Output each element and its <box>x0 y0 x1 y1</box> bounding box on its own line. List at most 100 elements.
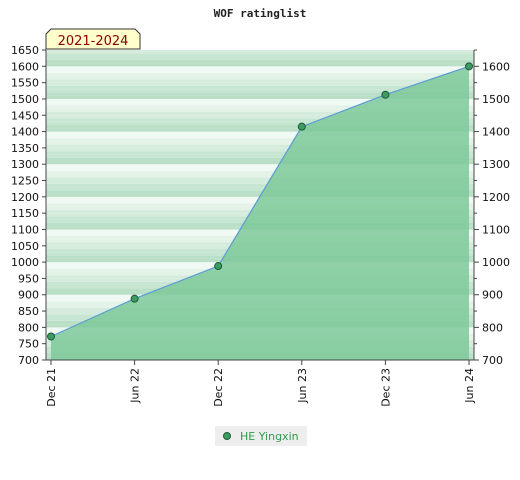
background-band <box>46 164 474 168</box>
background-band <box>46 69 474 73</box>
background-band <box>46 82 474 86</box>
background-band <box>46 131 474 135</box>
right-tick-label: 1000 <box>482 256 510 269</box>
background-band <box>46 50 474 54</box>
background-band <box>46 187 474 191</box>
background-band <box>46 66 474 70</box>
left-tick-label: 1400 <box>11 126 39 139</box>
background-band <box>46 115 474 119</box>
left-tick-label: 1200 <box>11 191 39 204</box>
background-band <box>46 138 474 142</box>
background-band <box>46 102 474 106</box>
background-band <box>46 59 474 64</box>
period-label: 2021-2024 <box>58 34 129 49</box>
background-band <box>46 174 474 178</box>
left-tick-label: 1500 <box>11 93 39 106</box>
period-label-box: 2021-2024 <box>45 28 141 50</box>
right-tick-label: 1500 <box>482 93 510 106</box>
background-band <box>46 134 474 139</box>
right-tick-label: 700 <box>482 354 503 367</box>
period-label-background <box>45 28 141 50</box>
left-tick-label: 1550 <box>11 77 39 90</box>
series-area <box>51 66 469 360</box>
data-point[interactable] <box>297 122 306 131</box>
left-tick-label: 1000 <box>11 256 39 269</box>
background-band <box>46 56 474 60</box>
background-band <box>46 177 474 181</box>
data-point[interactable] <box>465 62 473 71</box>
data-point[interactable] <box>47 332 55 341</box>
legend[interactable]: HE Yingxin <box>215 426 307 446</box>
left-tick-label: 1300 <box>11 158 39 171</box>
left-tick-label: 1450 <box>11 109 39 122</box>
right-tick-label: 1400 <box>482 126 510 139</box>
left-tick-label: 1600 <box>11 60 39 73</box>
background-band <box>46 118 474 122</box>
background-band <box>46 144 474 148</box>
background-band <box>46 72 474 77</box>
background-band <box>46 121 474 126</box>
left-tick-label: 900 <box>18 289 39 302</box>
background-band <box>46 160 474 165</box>
left-tick-label: 750 <box>18 338 39 351</box>
left-tick-label: 1250 <box>11 175 39 188</box>
series-line <box>50 65 470 338</box>
right-tick-label: 900 <box>482 289 503 302</box>
background-band <box>46 63 474 67</box>
background-band <box>46 98 474 103</box>
left-tick-label: 850 <box>18 305 39 318</box>
data-marks <box>47 62 473 341</box>
right-tick-label: 1300 <box>482 158 510 171</box>
x-tick-label: Dec 21 <box>45 368 58 407</box>
x-tick-label: Dec 22 <box>212 368 225 407</box>
x-tick-label: Jun 24 <box>463 368 476 404</box>
background-band <box>46 112 474 116</box>
background-band <box>46 170 474 174</box>
data-point[interactable] <box>381 90 390 99</box>
background-band <box>46 95 474 99</box>
background-band <box>46 128 474 132</box>
left-tick-label: 800 <box>18 321 39 334</box>
legend-marker <box>223 432 231 440</box>
background-band <box>46 157 474 161</box>
background-band <box>46 141 474 145</box>
background-band <box>46 183 474 188</box>
x-tick-label: Jun 22 <box>129 368 142 404</box>
area-layer <box>50 65 470 360</box>
left-tick-label: 1150 <box>11 207 39 220</box>
x-tick-label: Jun 23 <box>296 368 309 404</box>
background-band <box>46 92 474 96</box>
right-tick-label: 1600 <box>482 60 510 73</box>
x-tick-label: Dec 23 <box>379 368 392 407</box>
background-band <box>46 190 474 194</box>
background-band <box>46 154 474 158</box>
background-band <box>46 108 474 112</box>
background-band <box>46 79 474 83</box>
chart-title: WOF ratinglist <box>214 7 307 20</box>
background-band <box>46 147 474 152</box>
legend-background <box>215 426 307 446</box>
background-band <box>46 85 474 90</box>
left-tick-label: 700 <box>18 354 39 367</box>
data-point[interactable] <box>130 294 139 303</box>
left-tick-label: 950 <box>18 272 39 285</box>
legend-entry: HE Yingxin <box>240 430 299 443</box>
background-band <box>46 125 474 129</box>
right-tick-label: 800 <box>482 321 503 334</box>
background-band <box>46 76 474 80</box>
axis-layer: 700 750 800 850 900 950 1000 1050 1100 1150 1200 12… <box>11 44 510 407</box>
right-tick-label: 1100 <box>482 223 510 236</box>
data-point[interactable] <box>214 262 223 271</box>
background-band <box>46 180 474 184</box>
left-tick-label: 1050 <box>11 240 39 253</box>
left-tick-label: 1650 <box>11 44 39 57</box>
background-band <box>46 105 474 109</box>
left-tick-label: 1350 <box>11 142 39 155</box>
left-tick-label: 1100 <box>11 223 39 236</box>
background-band <box>46 151 474 155</box>
right-tick-label: 1200 <box>482 191 510 204</box>
background-band <box>46 167 474 171</box>
background-band <box>46 89 474 93</box>
background-band <box>46 53 474 57</box>
